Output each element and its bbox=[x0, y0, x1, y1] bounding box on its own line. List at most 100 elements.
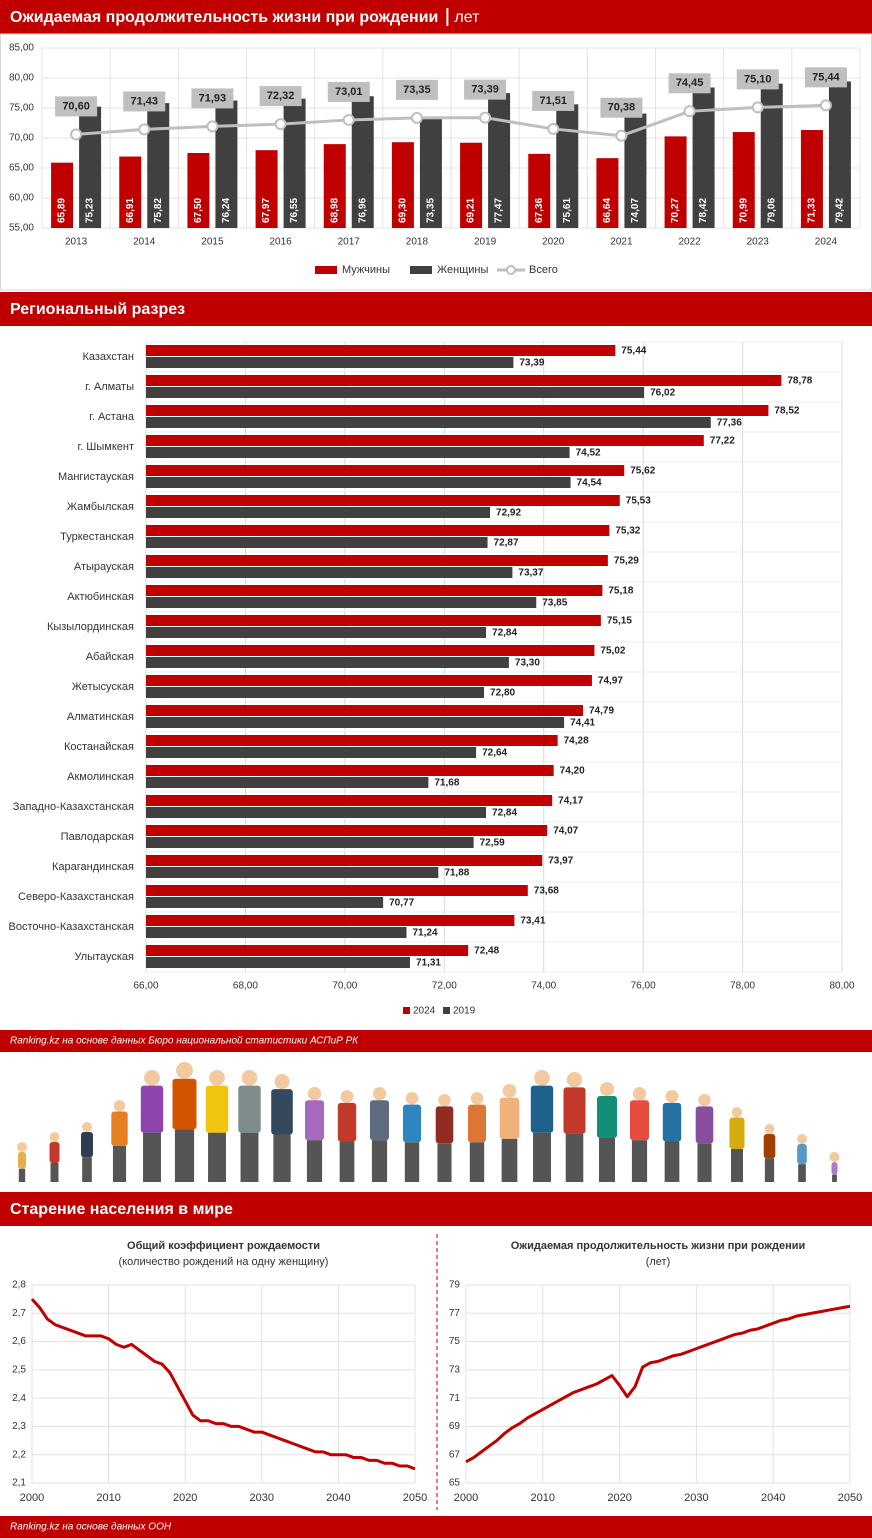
person-legs bbox=[240, 1132, 259, 1182]
data-label: 75,23 bbox=[85, 198, 96, 223]
data-label: 68,98 bbox=[329, 198, 340, 223]
person-legs bbox=[18, 1168, 26, 1182]
y-tick-label: 2,7 bbox=[12, 1308, 26, 1319]
data-label: 74,97 bbox=[598, 676, 623, 687]
data-label: 74,07 bbox=[553, 826, 578, 837]
person-legs bbox=[798, 1164, 806, 1182]
data-label: 72,48 bbox=[474, 946, 499, 957]
y-tick-label: 75,00 bbox=[9, 103, 34, 114]
label-box bbox=[464, 79, 507, 100]
y-tick-label: 2,3 bbox=[12, 1421, 26, 1432]
bar bbox=[146, 945, 469, 956]
bar bbox=[146, 837, 474, 848]
data-label: 75,61 bbox=[562, 198, 573, 223]
person-legs bbox=[631, 1140, 648, 1182]
x-tick-label: 2050 bbox=[838, 1492, 862, 1504]
data-label: 74,52 bbox=[576, 448, 601, 459]
data-label: 75,18 bbox=[608, 586, 633, 597]
person-body bbox=[563, 1087, 586, 1134]
bar bbox=[146, 675, 592, 686]
x-tick-label: 2019 bbox=[474, 237, 497, 248]
person-legs bbox=[371, 1140, 388, 1182]
person-body bbox=[435, 1106, 454, 1144]
bar bbox=[146, 735, 558, 746]
bar bbox=[556, 104, 579, 228]
data-label: 71,24 bbox=[413, 928, 438, 939]
data-label: 70,99 bbox=[738, 198, 749, 223]
chart-title: Общий коэффициент рождаемости bbox=[127, 1240, 320, 1252]
data-label: 73,97 bbox=[548, 856, 573, 867]
person-legs bbox=[437, 1143, 452, 1182]
person-body bbox=[271, 1089, 293, 1135]
title-separator bbox=[446, 8, 449, 26]
bar bbox=[146, 375, 782, 386]
x-tick-label: 2030 bbox=[250, 1492, 274, 1504]
person-head bbox=[534, 1070, 550, 1086]
person-head bbox=[307, 1087, 322, 1101]
label-box bbox=[736, 69, 779, 90]
data-label: 74,28 bbox=[564, 736, 589, 747]
data-label: 71,93 bbox=[199, 92, 227, 104]
person-head bbox=[502, 1084, 517, 1098]
bar bbox=[692, 87, 715, 228]
person-body bbox=[18, 1152, 26, 1169]
y-tick-label: 73 bbox=[449, 1364, 461, 1375]
data-label: 74,20 bbox=[560, 766, 585, 777]
person-head bbox=[829, 1152, 840, 1162]
person-head bbox=[797, 1134, 807, 1144]
x-tick-label: 2020 bbox=[173, 1492, 197, 1504]
data-label: 75,32 bbox=[615, 526, 640, 537]
person-legs bbox=[764, 1158, 775, 1182]
label-box bbox=[600, 97, 643, 118]
data-label: 77,47 bbox=[494, 198, 505, 223]
person-legs bbox=[832, 1174, 837, 1182]
bar bbox=[146, 435, 704, 446]
legend-swatch bbox=[403, 1007, 410, 1014]
person-body bbox=[238, 1085, 261, 1133]
section-band bbox=[0, 0, 872, 34]
y-tick-label: 77 bbox=[449, 1308, 461, 1319]
bar bbox=[146, 807, 487, 818]
data-label: 75,62 bbox=[630, 466, 655, 477]
person-body bbox=[729, 1117, 745, 1149]
person-body bbox=[111, 1111, 128, 1146]
category-label: г. Шымкент bbox=[78, 441, 135, 453]
person-legs bbox=[697, 1143, 712, 1182]
total-line bbox=[75, 103, 826, 138]
data-label: 67,50 bbox=[193, 198, 204, 223]
bar bbox=[146, 747, 477, 758]
category-label: Улытауская bbox=[75, 951, 135, 963]
person-head bbox=[600, 1082, 614, 1096]
data-label: 71,31 bbox=[416, 958, 441, 969]
bar bbox=[146, 885, 528, 896]
section-title: Старение населения в мире bbox=[10, 1201, 233, 1218]
person-body bbox=[403, 1104, 421, 1143]
data-label: 72,92 bbox=[496, 508, 521, 519]
label-box bbox=[191, 88, 234, 109]
person-legs bbox=[273, 1134, 291, 1182]
label-box bbox=[532, 90, 575, 111]
person-legs bbox=[533, 1132, 551, 1182]
bar bbox=[255, 150, 278, 228]
data-label: 79,42 bbox=[835, 198, 846, 223]
data-label: 70,77 bbox=[389, 898, 414, 909]
bar bbox=[146, 615, 601, 626]
data-label: 70,60 bbox=[62, 100, 90, 112]
person-head bbox=[340, 1090, 354, 1103]
line-marker bbox=[138, 123, 151, 136]
label-box bbox=[804, 67, 847, 88]
bar bbox=[146, 447, 570, 458]
bar bbox=[146, 477, 571, 488]
data-label: 75,15 bbox=[607, 616, 632, 627]
bar bbox=[146, 525, 610, 536]
x-tick-label: 2013 bbox=[65, 237, 88, 248]
person-head bbox=[144, 1070, 160, 1086]
x-tick-label: 2000 bbox=[20, 1492, 44, 1504]
person-head bbox=[209, 1070, 225, 1086]
bar bbox=[596, 158, 619, 228]
person-body bbox=[797, 1144, 807, 1165]
bar bbox=[146, 765, 554, 776]
x-tick-label: 2021 bbox=[610, 237, 633, 248]
bar bbox=[146, 417, 711, 428]
person-head bbox=[113, 1100, 126, 1112]
